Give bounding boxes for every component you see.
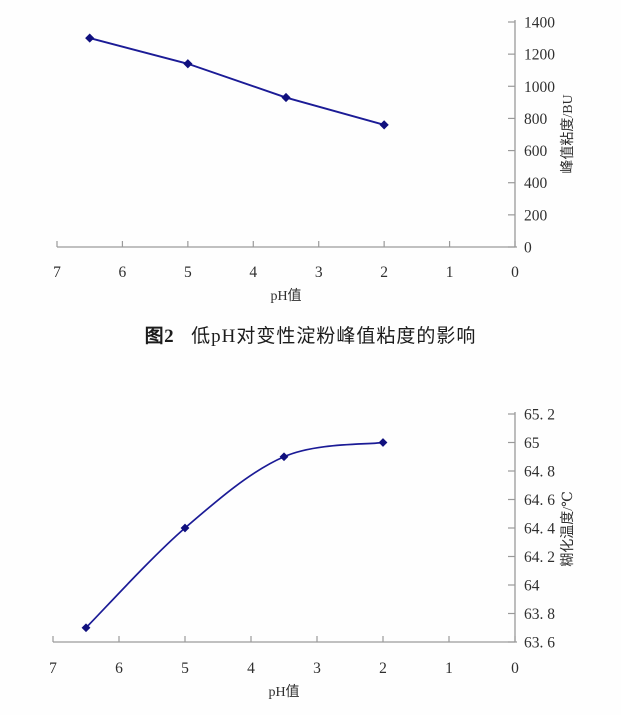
x-tick-label: 6 (115, 660, 123, 677)
y-tick-label: 64. 2 (524, 549, 555, 566)
data-point-marker (183, 59, 193, 69)
peak-viscosity-chart: 7 6 5 4 3 2 1 00 200 400 600 800 1000 1200 1400 pH值 峰值粘度… (53, 15, 576, 305)
x-tick-label: 7 (49, 660, 57, 677)
data-point-marker (379, 120, 389, 130)
series-line (85, 441, 384, 629)
x-tick-label: 3 (315, 264, 323, 281)
x-tick-label: 7 (53, 264, 61, 281)
y-tick-label: 1000 (524, 79, 555, 96)
x-tick-label: 0 (511, 264, 519, 281)
y-tick-label: 65. 2 (524, 407, 555, 424)
x-tick-label: 4 (249, 264, 257, 281)
x-tick-label: 0 (511, 660, 519, 677)
data-point-marker (378, 438, 388, 447)
y-axis-title: 糊化温度/℃ (560, 491, 576, 567)
x-tick-label: 2 (379, 660, 387, 677)
figure-caption: 图2 低pH对变性淀粉峰值粘度的影响 (0, 320, 621, 354)
y-tick-label: 64 (524, 578, 540, 595)
y-tick-label: 1400 (524, 15, 555, 32)
data-point-marker (85, 33, 95, 43)
y-tick-label: 1200 (524, 47, 555, 64)
y-tick-label: 400 (524, 175, 548, 192)
x-axis-title: pH值 (270, 288, 301, 304)
y-tick-label: 800 (524, 111, 548, 128)
x-tick-label: 5 (184, 264, 192, 281)
y-tick-label: 600 (524, 143, 548, 160)
y-tick-label: 200 (524, 207, 548, 224)
x-tick-label: 3 (313, 660, 321, 677)
data-point-marker (281, 92, 291, 103)
x-tick-label: 1 (446, 264, 454, 281)
y-tick-label: 63. 6 (524, 635, 555, 652)
y-tick-label: 65 (524, 435, 540, 452)
data-point-marker (81, 623, 91, 633)
y-tick-label: 64. 4 (524, 521, 555, 538)
x-tick-label: 5 (181, 660, 189, 677)
data-point-marker (180, 523, 190, 533)
y-tick-label: 64. 8 (524, 464, 555, 481)
figure-caption-text: 低pH对变性淀粉峰值粘度的影响 (191, 326, 477, 347)
x-tick-label: 6 (119, 264, 127, 281)
data-point-marker (279, 452, 289, 462)
y-tick-label: 64. 6 (524, 492, 555, 509)
x-tick-label: 2 (380, 264, 388, 281)
figure-caption-label: 图2 (144, 326, 175, 347)
y-tick-label: 63. 8 (524, 606, 555, 623)
series-line (88, 37, 386, 126)
x-tick-label: 1 (445, 660, 453, 677)
x-axis-title: pH值 (268, 684, 299, 700)
x-tick-label: 4 (247, 660, 255, 677)
y-axis-title: 峰值粘度/BU (560, 94, 576, 173)
y-tick-label: 0 (524, 240, 532, 257)
